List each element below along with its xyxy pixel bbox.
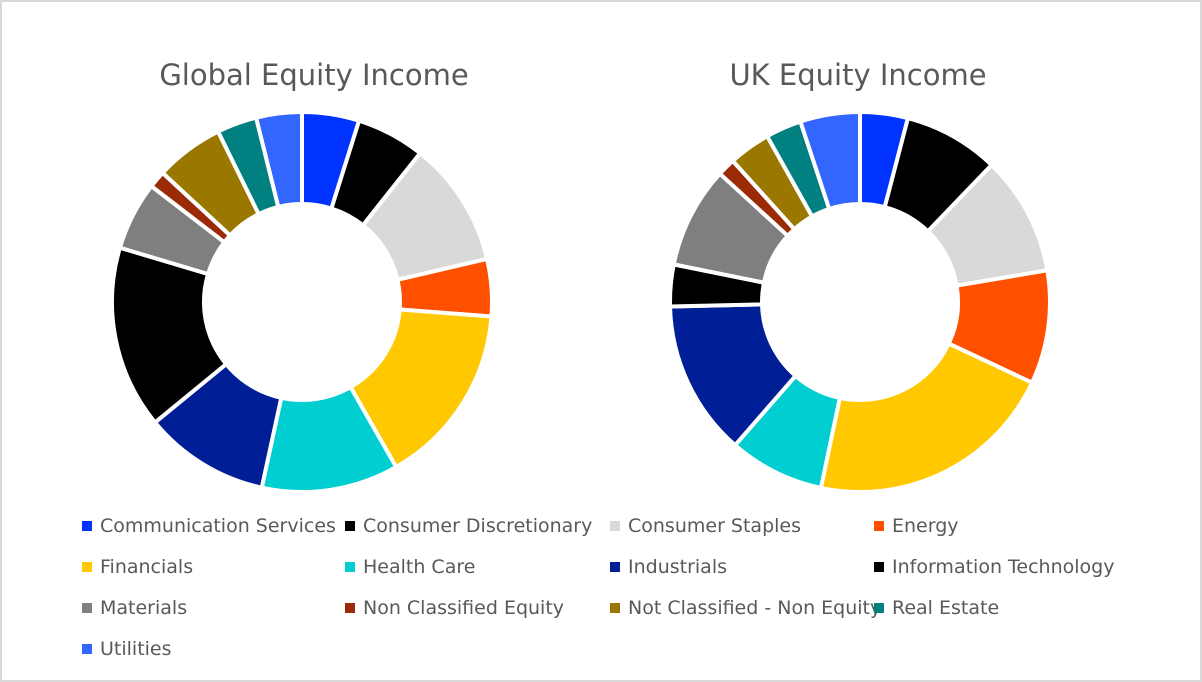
legend-item-not-classified-non-equity: Not Classified - Non Equity	[610, 594, 881, 622]
legend-swatch	[874, 603, 884, 613]
legend-label: Consumer Staples	[628, 515, 802, 537]
chart-title-uk-equity-income: UK Equity Income	[729, 58, 987, 92]
legend-label: Financials	[100, 556, 194, 578]
legend-item-consumer-discretionary: Consumer Discretionary	[345, 512, 592, 540]
legend-swatch	[610, 603, 620, 613]
legend-item-communication-services: Communication Services	[82, 512, 336, 540]
legend-item-utilities: Utilities	[82, 635, 172, 663]
legend-swatch	[82, 603, 92, 613]
legend-label: Materials	[100, 597, 188, 619]
legend-label: Consumer Discretionary	[363, 515, 593, 537]
legend-swatch	[345, 562, 355, 572]
legend-label: Communication Services	[100, 515, 336, 537]
legend-item-materials: Materials	[82, 594, 187, 622]
global-slice-information-technology	[110, 245, 229, 426]
donut-chart-uk-equity-income	[668, 109, 1052, 494]
uk-slice-financials	[818, 340, 1035, 494]
legend-item-information-technology: Information Technology	[874, 553, 1114, 581]
legend-label: Non Classified Equity	[363, 597, 565, 619]
legend-item-real-estate: Real Estate	[874, 594, 999, 622]
legend-label: Information Technology	[892, 556, 1115, 578]
legend-item-industrials: Industrials	[610, 553, 727, 581]
global-slice-utilities	[253, 109, 304, 210]
legend-swatch	[610, 521, 620, 531]
legend-item-consumer-staples: Consumer Staples	[610, 512, 801, 540]
legend-label: Industrials	[628, 556, 728, 578]
chart-title-global-equity-income: Global Equity Income	[159, 58, 469, 92]
legend-item-energy: Energy	[874, 512, 959, 540]
legend-swatch	[610, 562, 620, 572]
legend-item-financials: Financials	[82, 553, 193, 581]
legend-swatch	[82, 521, 92, 531]
global-slice-financials	[347, 307, 494, 470]
legend-swatch	[82, 644, 92, 654]
legend-label: Not Classified - Non Equity	[628, 597, 882, 619]
legend-label: Health Care	[363, 556, 476, 578]
legend-swatch	[345, 521, 355, 531]
legend-swatch	[874, 521, 884, 531]
legend-item-non-classified-equity: Non Classified Equity	[345, 594, 564, 622]
legend-label: Utilities	[100, 638, 172, 660]
legend-label: Real Estate	[892, 597, 1000, 619]
donut-chart-global-equity-income	[110, 109, 494, 494]
legend-item-health-care: Health Care	[345, 553, 475, 581]
legend-swatch	[345, 603, 355, 613]
legend-swatch	[874, 562, 884, 572]
legend-swatch	[82, 562, 92, 572]
uk-slice-utilities	[797, 109, 862, 212]
legend-label: Energy	[892, 515, 959, 537]
